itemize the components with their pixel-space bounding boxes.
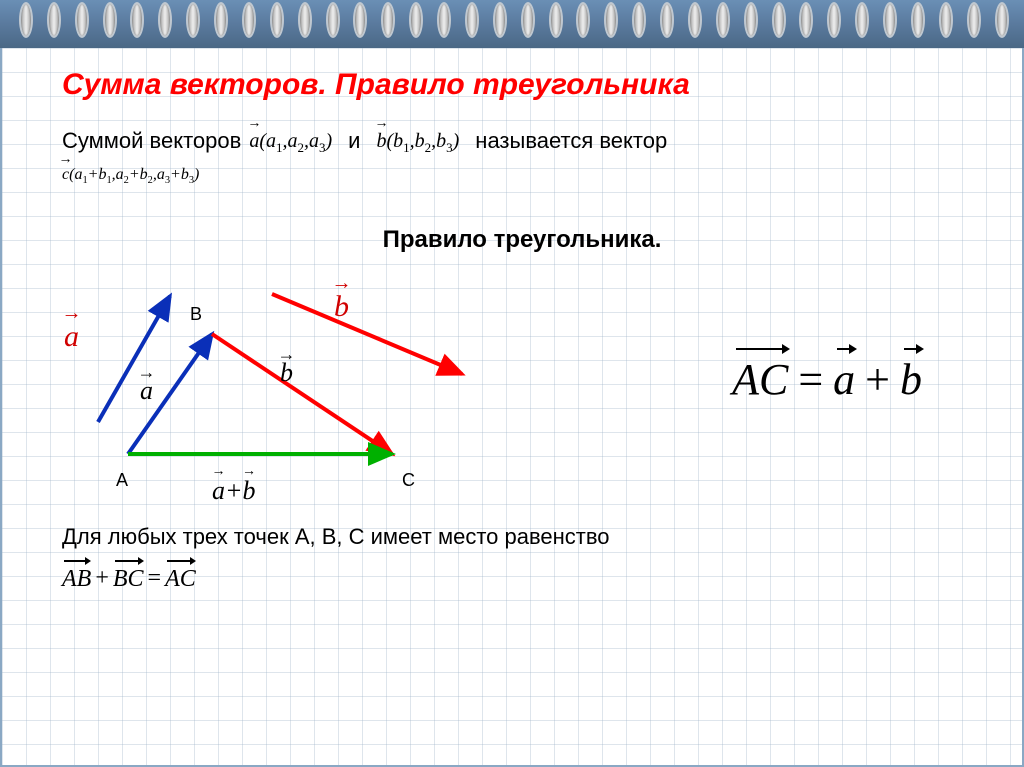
definition-line-1: Суммой векторов a(a1,a2,a3) и b(b1,b2,b3…	[62, 126, 982, 156]
notebook-page: Сумма векторов. Правило треугольника Сум…	[0, 48, 1024, 767]
beq-eq: =	[148, 565, 162, 592]
eq-b: b	[900, 354, 922, 405]
vector-diagram: a a b b A B C a+b AC = a + b	[62, 274, 982, 514]
main-equation: AC = a + b	[732, 354, 922, 405]
vec-a-notation: a(a1,a2,a3)	[249, 126, 332, 156]
beq-AB: AB	[62, 564, 91, 593]
beq-plus: +	[95, 565, 109, 592]
eq-a: a	[833, 354, 855, 405]
def-text-2: и	[348, 128, 360, 154]
spiral-binding	[0, 0, 1024, 48]
beq-BC: BC	[113, 564, 144, 593]
bottom-statement: Для любых трех точек А, В, С имеет место…	[62, 524, 982, 550]
label-a-tri: a	[140, 376, 153, 406]
def-text-1: Суммой векторов	[62, 128, 241, 154]
eq-AC: AC	[732, 354, 788, 405]
definition-line-2: c(a1+b1,a2+b2,a3+b3)	[62, 162, 982, 186]
label-b-free: b	[334, 290, 349, 324]
page-title: Сумма векторов. Правило треугольника	[62, 68, 982, 102]
label-b-tri: b	[280, 358, 293, 388]
beq-AC: AC	[165, 564, 196, 593]
point-B: B	[190, 304, 202, 325]
triangle-rule-subtitle: Правило треугольника.	[62, 226, 982, 254]
point-A: A	[116, 470, 128, 491]
eq-plus: +	[865, 354, 890, 405]
label-a-plus-b: a+b	[212, 474, 256, 506]
point-C: C	[402, 470, 415, 491]
def-text-3: называется вектор	[475, 128, 667, 154]
vec-c-notation: c(a1+b1,a2+b2,a3+b3)	[62, 162, 199, 186]
vec-b-notation: b(b1,b2,b3)	[376, 126, 459, 156]
eq-equals: =	[798, 354, 823, 405]
label-a-free: a	[64, 320, 79, 354]
bottom-equation: AB + BC = AC	[62, 564, 982, 593]
